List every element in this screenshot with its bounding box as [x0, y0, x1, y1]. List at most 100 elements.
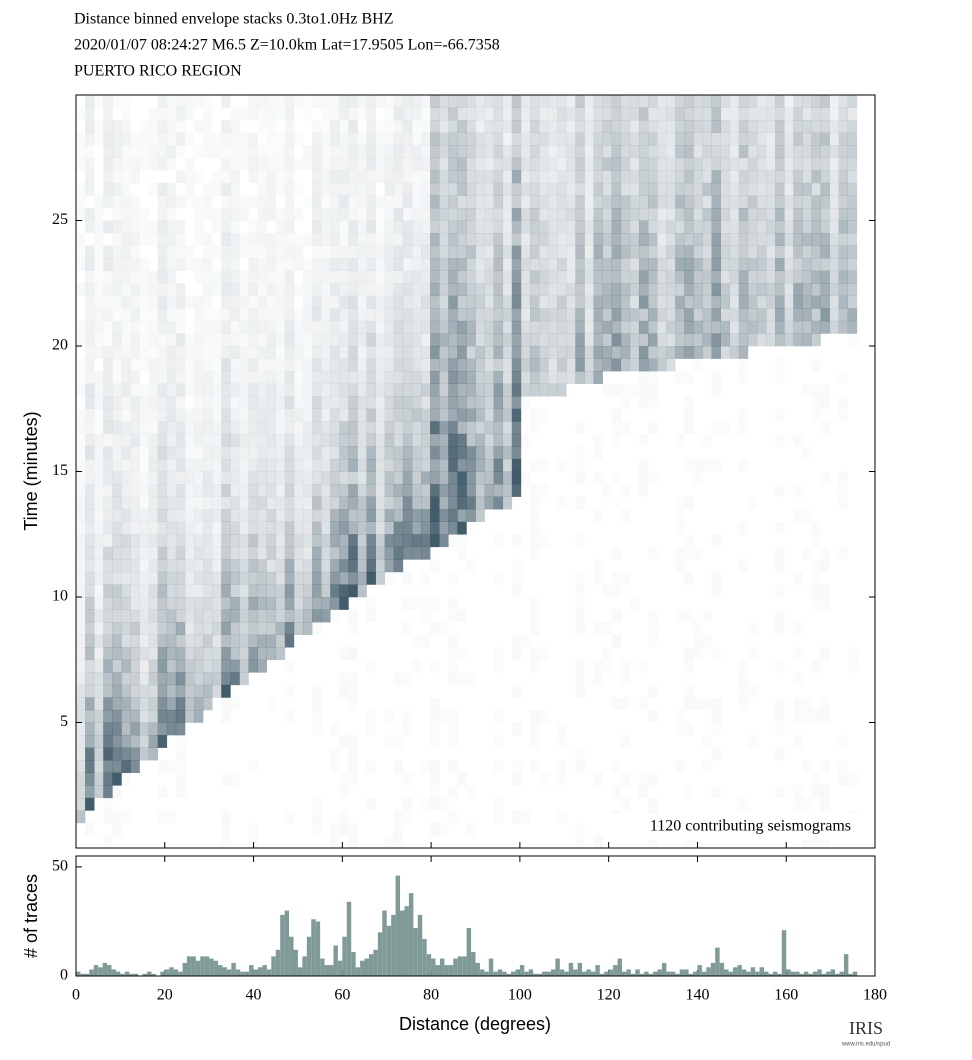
envelope-cell — [257, 383, 267, 397]
envelope-cell — [357, 170, 367, 184]
envelope-cell — [166, 446, 177, 460]
envelope-cell — [393, 320, 404, 334]
envelope-cell — [684, 320, 694, 334]
envelope-cell — [539, 534, 548, 547]
envelope-cell — [684, 785, 693, 798]
envelope-cell — [212, 421, 222, 435]
envelope-cell — [430, 371, 440, 384]
envelope-cell — [139, 747, 149, 761]
envelope-cell — [448, 572, 457, 585]
envelope-cell — [766, 283, 776, 297]
envelope-cell — [76, 496, 86, 510]
envelope-cell — [103, 333, 112, 346]
envelope-cell — [130, 571, 140, 585]
envelope-cell — [230, 521, 240, 535]
envelope-cell — [366, 346, 376, 359]
envelope-cell — [747, 120, 758, 133]
envelope-cell — [566, 320, 576, 334]
envelope-cell — [402, 258, 413, 271]
envelope-cell — [157, 647, 168, 661]
envelope-cell — [847, 308, 858, 322]
envelope-cell — [484, 433, 494, 447]
envelope-cell — [375, 509, 386, 522]
envelope-cell — [130, 320, 140, 334]
envelope-cell — [212, 170, 221, 183]
envelope-cell — [130, 496, 140, 510]
envelope-cell — [112, 659, 122, 673]
envelope-cell — [548, 346, 558, 359]
envelope-cell — [739, 522, 748, 535]
envelope-cell — [729, 233, 740, 246]
envelope-cell — [221, 371, 231, 384]
envelope-cell — [339, 245, 349, 259]
envelope-cell — [802, 798, 811, 811]
envelope-cell — [393, 396, 404, 410]
envelope-cell — [257, 295, 267, 309]
envelope-cell — [520, 346, 531, 359]
envelope-cell — [112, 208, 121, 221]
envelope-cell — [720, 207, 731, 221]
envelope-cell — [166, 684, 177, 698]
envelope-cell — [502, 433, 513, 447]
envelope-cell — [367, 597, 376, 610]
envelope-cell — [811, 584, 820, 597]
envelope-cell — [203, 433, 213, 447]
envelope-cell — [557, 308, 567, 322]
envelope-cell — [139, 584, 149, 598]
envelope-cell — [112, 132, 122, 146]
envelope-cell — [357, 108, 366, 121]
envelope-cell — [339, 107, 349, 121]
envelope-cell — [384, 446, 395, 460]
bar — [444, 965, 449, 976]
envelope-cell — [239, 396, 249, 410]
envelope-cell — [312, 396, 322, 410]
envelope-cell — [739, 798, 748, 811]
envelope-cell — [657, 358, 667, 372]
envelope-cell — [166, 722, 177, 736]
envelope-cell — [520, 95, 531, 108]
envelope-cell — [402, 245, 413, 259]
envelope-cell — [402, 320, 413, 334]
envelope-cell — [611, 346, 622, 359]
envelope-cell — [430, 95, 440, 108]
envelope-cell — [85, 659, 95, 673]
envelope-cell — [847, 95, 858, 108]
envelope-cell — [149, 296, 158, 309]
envelope-cell — [756, 220, 767, 234]
bar — [240, 971, 245, 976]
envelope-cell — [594, 559, 603, 572]
envelope-cell — [829, 220, 839, 234]
envelope-cell — [248, 609, 258, 623]
envelope-cell — [184, 458, 195, 472]
envelope-cell — [284, 195, 295, 209]
envelope-cell — [330, 571, 340, 585]
envelope-cell — [158, 810, 167, 823]
envelope-cell — [230, 182, 240, 196]
envelope-cell — [502, 496, 513, 510]
envelope-cell — [584, 170, 594, 184]
envelope-cell — [393, 207, 404, 221]
envelope-cell — [666, 346, 676, 359]
envelope-cell — [293, 534, 304, 548]
envelope-cell — [439, 220, 449, 234]
bar — [360, 960, 365, 976]
envelope-cell — [402, 421, 413, 435]
envelope-cell — [838, 283, 849, 297]
envelope-cell — [475, 145, 485, 159]
envelope-cell — [393, 521, 404, 535]
envelope-cell — [675, 283, 685, 297]
bar — [453, 958, 458, 976]
envelope-cell — [421, 371, 431, 384]
envelope-cell — [557, 95, 567, 108]
envelope-cell — [693, 207, 703, 221]
envelope-cell — [529, 132, 540, 146]
envelope-cell — [140, 271, 149, 284]
envelope-cell — [493, 446, 504, 460]
bar — [426, 954, 432, 976]
envelope-cell — [411, 320, 422, 334]
envelope-cell — [94, 95, 103, 108]
envelope-cell — [448, 723, 457, 736]
envelope-cell — [176, 145, 185, 158]
envelope-cell — [648, 258, 658, 271]
bar — [178, 971, 183, 976]
